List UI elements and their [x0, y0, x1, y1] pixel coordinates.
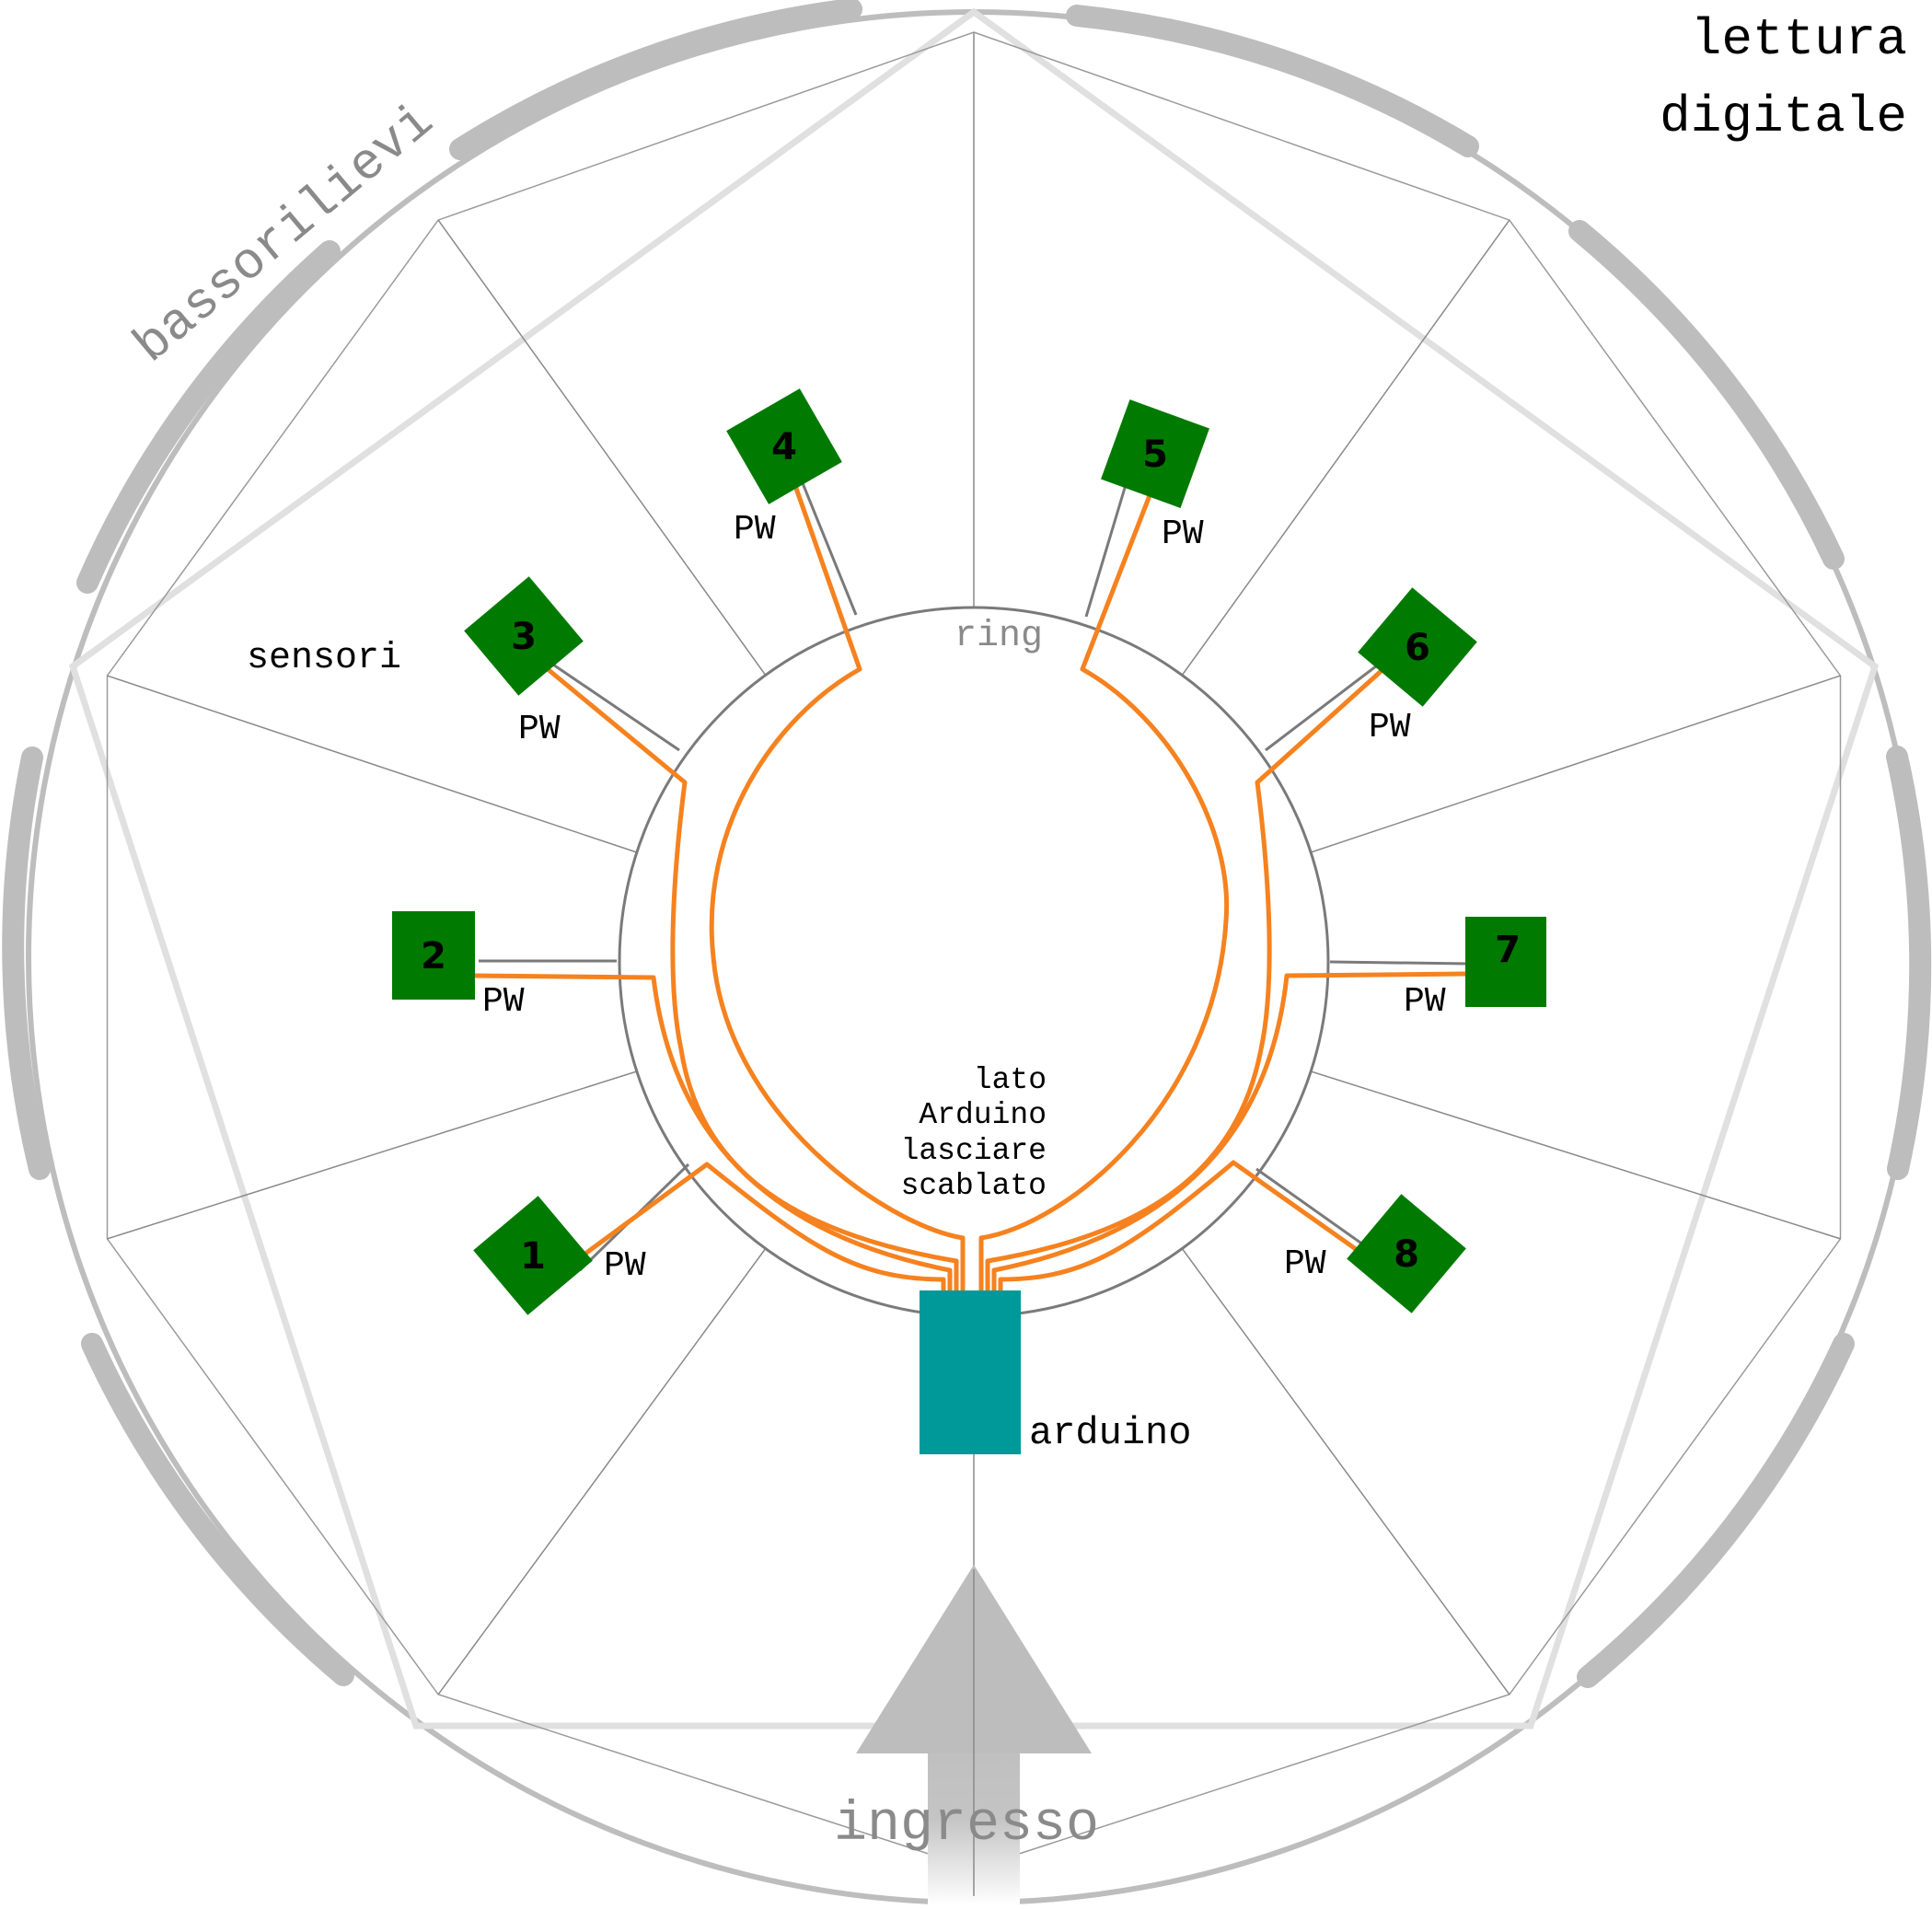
- pw-label-7: PW: [1404, 982, 1446, 1022]
- radial-spokes: [107, 32, 1841, 1695]
- pw-label-5: PW: [1162, 515, 1204, 554]
- ring-label: ring: [954, 616, 1043, 657]
- wire-sensor-4: [709, 480, 966, 1293]
- arduino-board: [920, 1290, 1021, 1454]
- pw-label-8: PW: [1284, 1244, 1326, 1284]
- spoke-10: [437, 219, 767, 676]
- spoke-2: [1181, 219, 1510, 676]
- sensor-7-number: 7: [1495, 929, 1521, 971]
- spoke-5: [1181, 1248, 1510, 1695]
- sensori-label: sensori: [247, 638, 401, 679]
- sensor-5: 5: [1101, 399, 1209, 508]
- spoke-9: [107, 675, 638, 853]
- wire-sensor-7: [991, 971, 1466, 1293]
- spoke-4: [1310, 1070, 1841, 1240]
- note-line-2: Arduino: [919, 1098, 1047, 1132]
- signal-wiring: [473, 480, 1466, 1293]
- pw-labels: PW PW PW PW PW PW PW PW: [482, 510, 1446, 1286]
- sensor-3-number: 3: [511, 616, 537, 658]
- wire-sensor-8: [998, 1160, 1364, 1293]
- sensor-3: 3: [464, 576, 584, 696]
- sensor-7: 7: [1465, 917, 1546, 1007]
- arduino-label: arduino: [1029, 1411, 1191, 1455]
- entrance-arrow: [856, 1565, 1092, 1905]
- sensor-6: 6: [1358, 587, 1477, 707]
- pw-label-6: PW: [1369, 708, 1411, 747]
- title-line-2: digitale: [1660, 87, 1907, 146]
- spoke-8: [107, 1070, 638, 1240]
- wire-sensor-6: [985, 665, 1387, 1293]
- wire-sensor-2: [473, 973, 953, 1293]
- spoke-3: [1310, 675, 1841, 853]
- arduino-side-note: lato Arduino lasciare scablato: [901, 1063, 1047, 1203]
- sensor-1: 1: [473, 1196, 593, 1315]
- wire-sensor-5: [978, 485, 1230, 1293]
- pw-label-4: PW: [734, 510, 776, 550]
- sensor-4: 4: [726, 388, 842, 504]
- sensor-1-number: 1: [520, 1235, 546, 1278]
- sensor-6-number: 6: [1405, 627, 1430, 669]
- sensor-5-number: 5: [1142, 434, 1168, 476]
- sensor-power-wires: [479, 478, 1469, 1272]
- sensor-8: 8: [1347, 1194, 1466, 1313]
- wire-sensor-3: [546, 667, 959, 1293]
- ingresso-label: ingresso: [834, 1794, 1099, 1857]
- sensor-2-number: 2: [421, 935, 446, 978]
- pw-label-3: PW: [518, 710, 561, 749]
- pw-label-1: PW: [604, 1246, 646, 1286]
- title-line-1: lettura: [1691, 10, 1907, 69]
- sensor-2: 2: [392, 911, 475, 1000]
- spoke-7: [437, 1248, 767, 1695]
- sensor-8-number: 8: [1394, 1233, 1419, 1276]
- note-line-4: scablato: [901, 1169, 1047, 1203]
- note-line-1: lato: [974, 1063, 1047, 1097]
- sensor-4-number: 4: [771, 426, 797, 469]
- wire-sensor-1: [573, 1162, 946, 1293]
- bassorilievi-label: bassorilievi: [123, 92, 445, 376]
- pw-label-2: PW: [482, 982, 525, 1022]
- bas-relief-panels: [2, 0, 1932, 1688]
- note-line-3: lasciare: [901, 1134, 1047, 1168]
